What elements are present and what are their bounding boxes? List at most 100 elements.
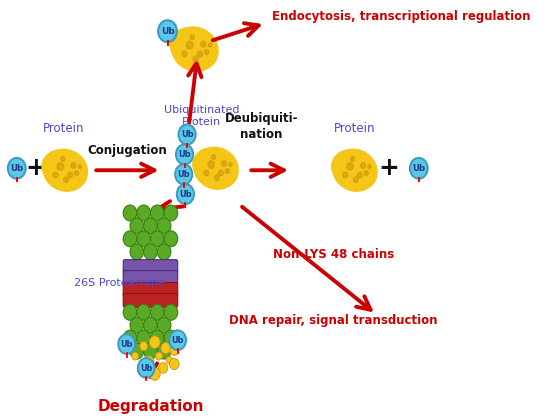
Circle shape (123, 304, 137, 320)
Text: Ub: Ub (140, 364, 152, 373)
Circle shape (137, 231, 151, 247)
Text: Ub: Ub (172, 336, 184, 345)
Circle shape (130, 244, 144, 260)
Text: Ub: Ub (412, 164, 425, 173)
Circle shape (178, 124, 196, 144)
Circle shape (169, 358, 179, 370)
Circle shape (151, 231, 164, 247)
Circle shape (164, 304, 178, 320)
Ellipse shape (332, 150, 362, 179)
Circle shape (201, 41, 206, 47)
Text: Protein: Protein (43, 122, 84, 135)
Circle shape (169, 330, 186, 350)
Circle shape (137, 304, 151, 320)
Circle shape (364, 171, 368, 176)
Circle shape (149, 336, 160, 349)
Ellipse shape (333, 150, 377, 191)
Text: Ub: Ub (161, 27, 174, 36)
Ellipse shape (42, 150, 73, 179)
Circle shape (186, 41, 193, 49)
Circle shape (144, 343, 157, 359)
Text: Non-LYS 48 chains: Non-LYS 48 chains (273, 248, 394, 261)
Circle shape (166, 356, 172, 364)
Circle shape (176, 144, 193, 164)
Circle shape (205, 50, 209, 55)
Text: Ub: Ub (181, 131, 194, 139)
Circle shape (218, 170, 223, 176)
Circle shape (151, 304, 164, 320)
Circle shape (144, 356, 154, 368)
Circle shape (149, 368, 160, 380)
Text: Protein: Protein (334, 122, 376, 135)
Circle shape (161, 342, 170, 354)
Circle shape (151, 205, 164, 221)
Ellipse shape (350, 165, 376, 187)
Ellipse shape (194, 147, 238, 189)
Ellipse shape (211, 163, 237, 185)
Circle shape (132, 352, 139, 360)
Circle shape (343, 172, 348, 178)
Circle shape (138, 358, 155, 378)
Circle shape (140, 341, 147, 351)
Text: Deubiquiti-
nation: Deubiquiti- nation (224, 113, 298, 142)
Text: Endocytosis, transcriptional regulation: Endocytosis, transcriptional regulation (272, 10, 531, 23)
Circle shape (156, 352, 162, 360)
Circle shape (208, 43, 212, 47)
Circle shape (164, 330, 178, 346)
Circle shape (157, 218, 171, 234)
Circle shape (78, 165, 81, 168)
Text: Ubiquitinated
Protein: Ubiquitinated Protein (164, 105, 239, 127)
Text: 26S Proteasome: 26S Proteasome (74, 278, 164, 288)
Circle shape (197, 51, 202, 57)
Text: Ub: Ub (120, 340, 133, 349)
Circle shape (182, 51, 187, 57)
Circle shape (214, 175, 219, 181)
Circle shape (347, 163, 353, 170)
Circle shape (144, 218, 157, 234)
Circle shape (226, 169, 229, 173)
Circle shape (61, 157, 65, 161)
Circle shape (157, 244, 171, 260)
Circle shape (123, 330, 137, 346)
Circle shape (157, 343, 171, 359)
Circle shape (361, 163, 365, 168)
Circle shape (164, 205, 178, 221)
Text: Ub: Ub (178, 150, 191, 159)
Circle shape (159, 363, 168, 373)
Circle shape (144, 317, 157, 333)
Circle shape (410, 158, 428, 178)
Circle shape (157, 317, 171, 333)
FancyBboxPatch shape (123, 294, 178, 307)
Circle shape (64, 177, 69, 183)
Circle shape (53, 172, 58, 178)
Text: Degradation: Degradation (97, 399, 204, 414)
Circle shape (57, 163, 64, 170)
Circle shape (144, 244, 157, 260)
Circle shape (208, 161, 214, 168)
Circle shape (130, 218, 144, 234)
Circle shape (175, 164, 192, 184)
Circle shape (177, 184, 194, 204)
Circle shape (353, 177, 358, 183)
Circle shape (71, 163, 76, 168)
Circle shape (123, 231, 137, 247)
FancyBboxPatch shape (123, 283, 178, 297)
Ellipse shape (190, 43, 217, 67)
Text: Ub: Ub (179, 190, 192, 199)
Ellipse shape (193, 148, 223, 177)
Text: Ub: Ub (177, 170, 190, 179)
Circle shape (170, 345, 179, 355)
Circle shape (137, 330, 151, 346)
Text: Conjugation: Conjugation (87, 144, 167, 158)
Text: Ub: Ub (10, 164, 23, 173)
Ellipse shape (60, 165, 86, 187)
Circle shape (204, 170, 209, 176)
FancyBboxPatch shape (123, 270, 178, 284)
Circle shape (130, 343, 144, 359)
Circle shape (130, 317, 144, 333)
Text: +: + (25, 156, 46, 180)
Circle shape (193, 56, 198, 62)
Circle shape (68, 172, 73, 178)
Circle shape (222, 161, 227, 166)
Circle shape (151, 330, 164, 346)
